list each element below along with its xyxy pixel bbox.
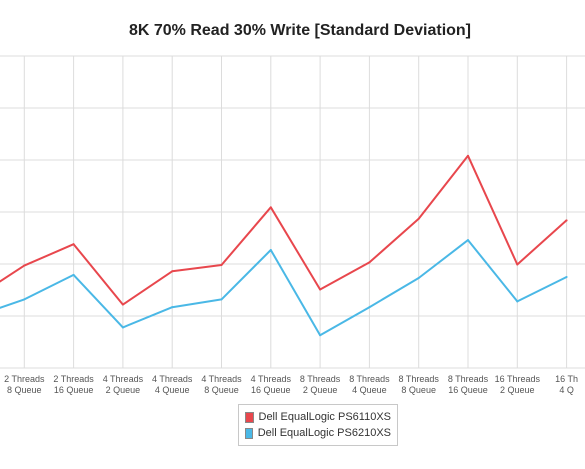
x-tick-label-line: 4 Threads bbox=[251, 374, 292, 384]
x-tick-label: 4 Threads 16 Queue bbox=[251, 374, 292, 395]
x-tick-label-line: 4 Queue bbox=[155, 385, 190, 395]
legend: Dell EqualLogic PS6110XS Dell EqualLogic… bbox=[238, 404, 398, 446]
x-tick-label-line: 2 Queue bbox=[106, 385, 141, 395]
x-tick-label: 4 Threads 4 Queue bbox=[152, 374, 193, 395]
x-tick-label-line: 4 Queue bbox=[352, 385, 387, 395]
data-point-series-1 bbox=[467, 154, 469, 157]
legend-label-series-2: Dell EqualLogic PS6210XS bbox=[257, 427, 391, 439]
data-point-series-2 bbox=[319, 334, 322, 337]
x-tick-label-line: 8 Threads bbox=[300, 374, 341, 384]
x-tick-label: 8 Threads 16 Queue bbox=[448, 374, 489, 395]
x-tick-label: 16 Th 4 Q bbox=[555, 374, 578, 395]
data-point-series-2 bbox=[121, 326, 124, 329]
x-tick-label-line: 8 Threads bbox=[448, 374, 489, 384]
data-point-series-1 bbox=[565, 219, 568, 222]
legend-label-series-1: Dell EqualLogic PS6110XS bbox=[258, 411, 392, 423]
x-tick-label-line: 4 Q bbox=[559, 385, 574, 395]
x-tick-label-line: 16 Queue bbox=[448, 385, 488, 395]
data-point-series-2 bbox=[417, 277, 420, 280]
legend-item-series-1[interactable]: Dell EqualLogic PS6110XS bbox=[245, 409, 391, 425]
data-point-series-1 bbox=[121, 303, 124, 306]
x-tick-label: 2 Threads 16 Queue bbox=[53, 374, 94, 395]
x-tick-label-line: 8 Queue bbox=[401, 385, 436, 395]
series-line-2 bbox=[0, 239, 568, 337]
x-tick-label: 16 Threads 2 Queue bbox=[495, 374, 541, 395]
plot-grid bbox=[0, 55, 585, 369]
x-tick-label: 8 Threads 4 Queue bbox=[349, 374, 390, 395]
x-tick-label-line: 2 Threads bbox=[4, 374, 45, 384]
x-tick-label-line: 16 Queue bbox=[251, 385, 291, 395]
data-point-series-2 bbox=[171, 306, 174, 309]
data-point-series-1 bbox=[23, 264, 26, 267]
data-point-series-2 bbox=[72, 273, 75, 276]
data-point-series-2 bbox=[23, 298, 26, 301]
series-line-1 bbox=[0, 154, 568, 306]
x-tick-label-line: 4 Threads bbox=[103, 374, 144, 384]
x-tick-label-line: 4 Threads bbox=[152, 374, 193, 384]
data-point-series-2 bbox=[516, 300, 519, 303]
data-point-series-2 bbox=[467, 239, 469, 242]
x-tick-label: 4 Threads 2 Queue bbox=[103, 374, 144, 395]
x-tick-label: 4 Threads 8 Queue bbox=[201, 374, 242, 395]
data-point-series-1 bbox=[220, 264, 223, 267]
x-tick-label-line: 16 Threads bbox=[495, 374, 541, 384]
data-point-series-2 bbox=[269, 248, 272, 251]
chart-title: 8K 70% Read 30% Write [Standard Deviatio… bbox=[129, 22, 471, 39]
data-point-series-1 bbox=[417, 217, 420, 220]
x-tick-label: 2 Threads 8 Queue bbox=[4, 374, 45, 395]
data-point-series-2 bbox=[368, 306, 371, 309]
data-point-series-1 bbox=[319, 288, 322, 291]
data-point-series-1 bbox=[368, 261, 371, 264]
plot-series bbox=[0, 154, 568, 337]
legend-item-series-2[interactable]: Dell EqualLogic PS6210XS bbox=[245, 425, 391, 441]
data-point-series-1 bbox=[171, 270, 174, 273]
x-tick-label-line: 4 Threads bbox=[201, 374, 242, 384]
x-tick-label-line: 2 Queue bbox=[303, 385, 338, 395]
data-point-series-2 bbox=[565, 276, 568, 278]
legend-swatch-series-1 bbox=[245, 411, 254, 423]
x-tick-label-line: 16 Th bbox=[555, 374, 578, 384]
x-tick-label-line: 8 Threads bbox=[349, 374, 390, 384]
data-point-series-2 bbox=[220, 298, 223, 301]
x-tick-label-line: 16 Queue bbox=[54, 385, 94, 395]
x-tick-label-line: 8 Threads bbox=[399, 374, 440, 384]
x-tick-label-line: 2 Threads bbox=[53, 374, 94, 384]
x-tick-label-line: 8 Queue bbox=[204, 385, 239, 395]
data-point-series-1 bbox=[72, 243, 75, 246]
legend-swatch-series-2 bbox=[245, 427, 253, 439]
data-point-series-1 bbox=[516, 263, 519, 266]
x-tick-label: 8 Threads 2 Queue bbox=[300, 374, 341, 395]
data-point-series-1 bbox=[269, 206, 272, 209]
x-tick-label-line: 2 Queue bbox=[500, 385, 535, 395]
x-tick-label: 8 Threads 8 Queue bbox=[399, 374, 440, 395]
x-tick-label-line: 8 Queue bbox=[7, 385, 42, 395]
